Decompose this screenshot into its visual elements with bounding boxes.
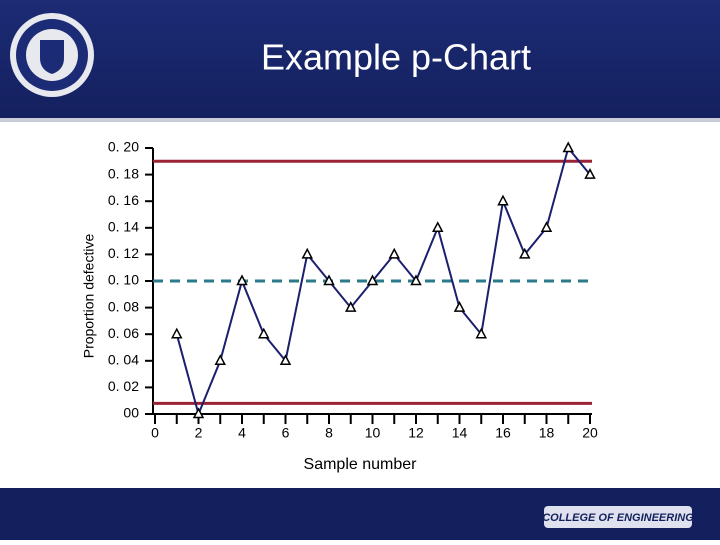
y-tick-label: 0. 08 (108, 298, 139, 314)
data-point (366, 274, 379, 286)
data-point (192, 407, 205, 419)
data-point (540, 221, 553, 233)
footer-logo-text: COLLEGE OF ENGINEERING (542, 512, 694, 524)
y-tick-label: 0. 20 (108, 139, 139, 155)
x-tick-label: 16 (495, 425, 511, 441)
data-point (323, 274, 335, 286)
y-tick-label: 0. 16 (108, 192, 139, 208)
footer-logo (544, 506, 692, 528)
data-point (562, 141, 574, 153)
data-point (584, 167, 596, 179)
y-tick-label: 0. 10 (108, 272, 139, 288)
data-point (432, 221, 444, 233)
data-point (519, 247, 531, 259)
header-rule (0, 118, 720, 122)
y-axis-label: Proportion defective (81, 234, 97, 359)
data-point (453, 300, 466, 312)
x-tick-label: 2 (195, 425, 203, 441)
x-tick-label: 0 (151, 425, 159, 441)
y-tick-label: 0. 04 (108, 352, 139, 368)
data-point (279, 354, 292, 366)
header-banner (0, 0, 720, 118)
x-tick-label: 12 (408, 425, 424, 441)
header-logo (10, 13, 94, 97)
x-tick-label: 14 (452, 425, 468, 441)
data-point (171, 327, 183, 339)
data-point (345, 300, 357, 312)
x-tick-label: 20 (582, 425, 598, 441)
data-point (258, 327, 270, 339)
y-tick-label: 0. 06 (108, 325, 139, 341)
x-tick-label: 10 (365, 425, 381, 441)
data-point (497, 194, 509, 206)
x-axis-label: Sample number (304, 456, 418, 473)
data-point (301, 247, 313, 259)
data-point (388, 247, 400, 259)
y-tick-label: 0. 12 (108, 245, 139, 261)
x-tick-label: 18 (539, 425, 555, 441)
data-point (475, 327, 487, 339)
y-tick-label: 00 (123, 405, 139, 421)
x-tick-label: 6 (282, 425, 290, 441)
y-tick-label: 0. 18 (108, 165, 139, 181)
y-tick-label: 0. 14 (108, 219, 139, 235)
x-tick-label: 4 (238, 425, 246, 441)
data-point (236, 274, 248, 286)
data-line (175, 145, 591, 418)
slide-title: Example p-Chart (261, 37, 531, 78)
y-tick-label: 0. 02 (108, 378, 139, 394)
data-point (214, 354, 226, 366)
data-point (410, 274, 422, 286)
x-tick-label: 8 (325, 425, 333, 441)
